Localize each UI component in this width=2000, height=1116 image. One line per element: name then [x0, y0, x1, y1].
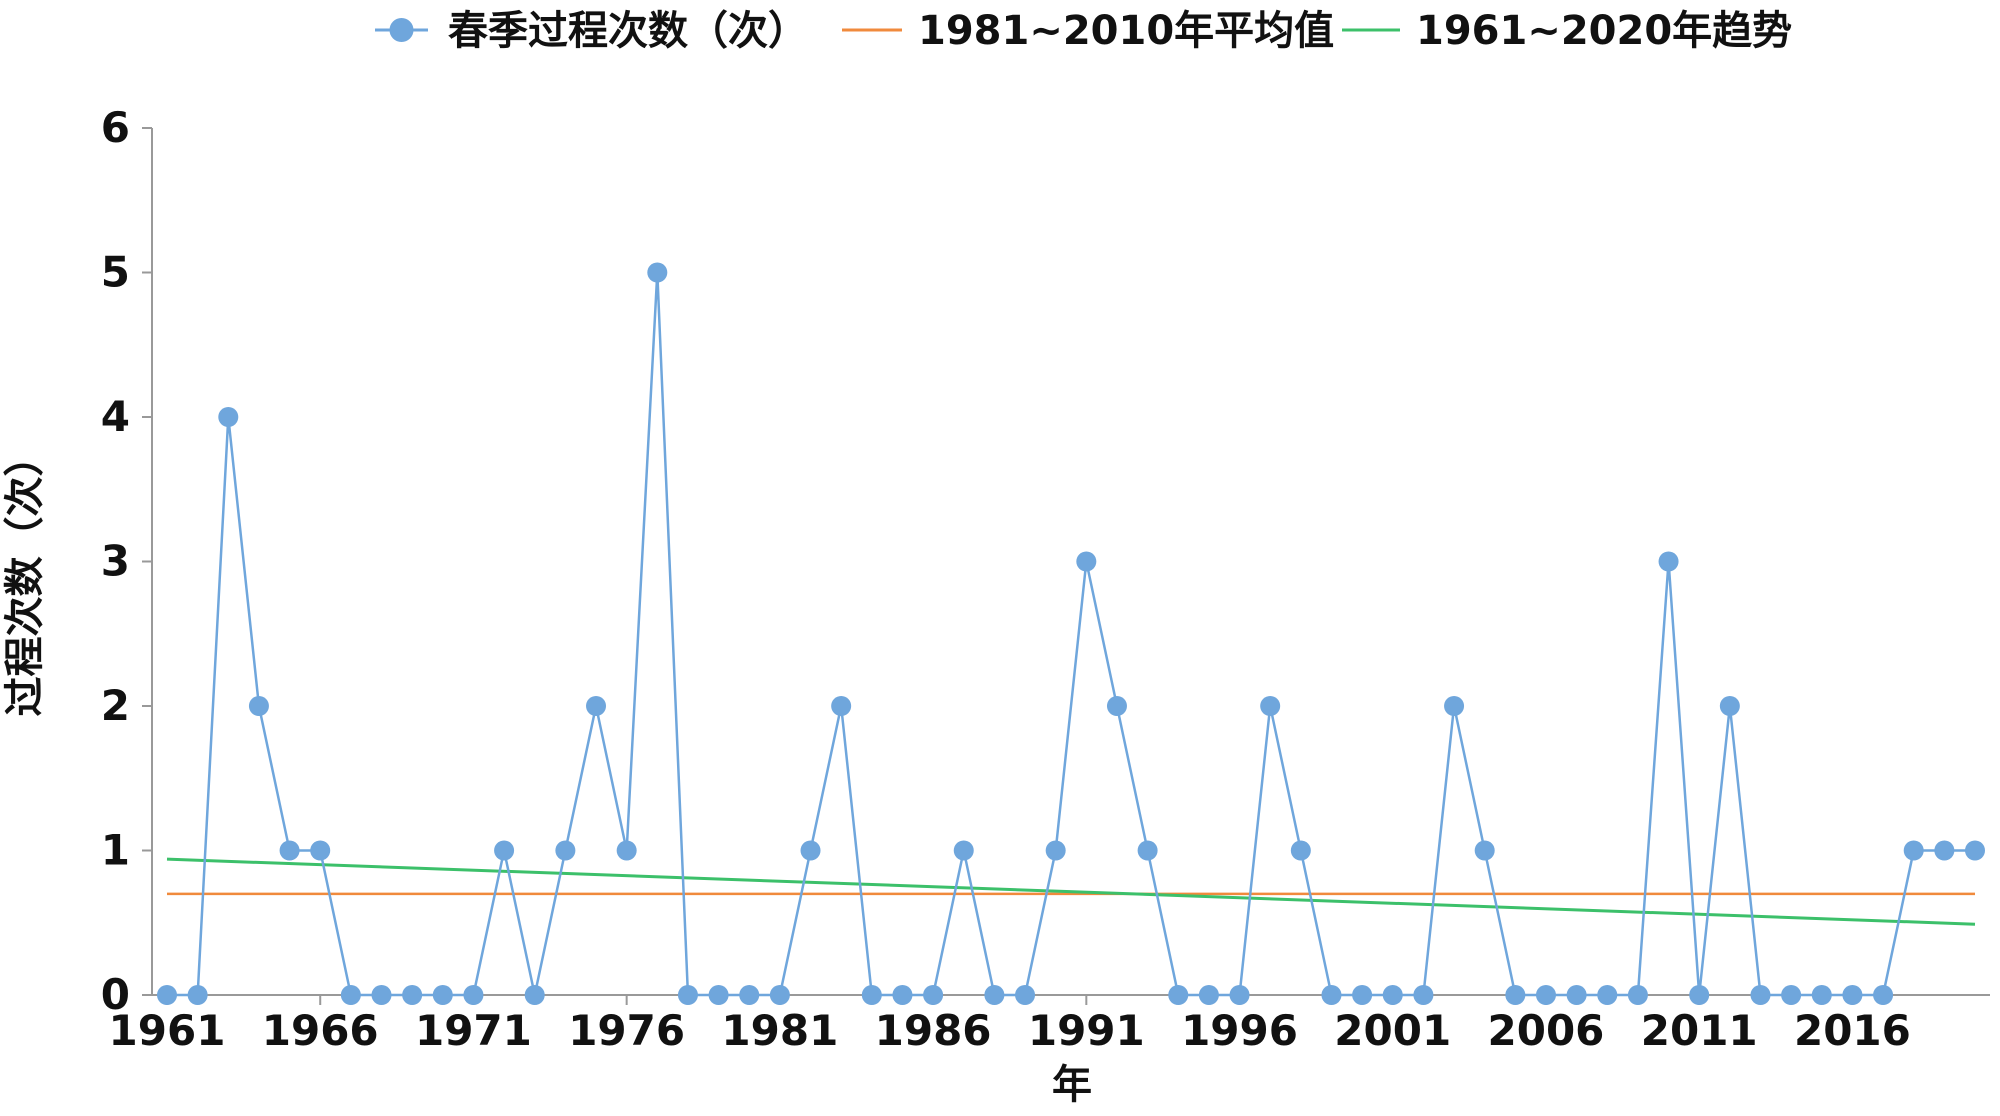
data-point [1505, 985, 1526, 1005]
data-point [984, 985, 1005, 1005]
x-tick-label: 2001 [1334, 1006, 1451, 1055]
data-point [953, 840, 974, 861]
x-tick-label: 1981 [721, 1006, 838, 1055]
data-point [1535, 985, 1556, 1005]
data-point [1045, 840, 1066, 861]
data-point [1811, 985, 1832, 1005]
axes [151, 128, 1990, 996]
data-point [1597, 985, 1618, 1005]
data-point [1627, 985, 1648, 1005]
data-point [157, 985, 177, 1005]
data-point [1719, 696, 1740, 716]
x-tick-label: 2016 [1794, 1006, 1911, 1055]
legend-label: 1961~2020年趋势 [1416, 8, 1792, 54]
data-point [371, 985, 392, 1005]
data-point [1015, 985, 1036, 1005]
data-point [1137, 840, 1158, 861]
x-tick-label: 1961 [109, 1006, 226, 1055]
data-point [555, 840, 576, 861]
data-point [1658, 551, 1679, 572]
data-point [739, 985, 760, 1005]
x-axis-ticks: 1961 1966 1971 1976 1981 1986 1991 1996 2001 2006… [109, 995, 1911, 1055]
data-point [1566, 985, 1587, 1005]
legend-label: 春季过程次数（次） [448, 8, 808, 54]
x-axis-title: 年 [1052, 1062, 1092, 1108]
y-tick-label: 4 [101, 392, 130, 441]
x-tick-label: 1966 [262, 1006, 379, 1055]
data-point [1260, 696, 1281, 716]
data-point [1413, 985, 1434, 1005]
data-point [402, 985, 423, 1005]
data-point [340, 985, 361, 1005]
data-point [800, 840, 821, 861]
x-tick-label: 1976 [568, 1006, 685, 1055]
data-point [1168, 985, 1189, 1005]
x-tick-label: 1971 [415, 1006, 532, 1055]
x-tick-label: 1991 [1028, 1006, 1145, 1055]
y-tick-label: 2 [101, 681, 130, 730]
data-point [187, 985, 208, 1005]
data-point [861, 985, 882, 1005]
y-axis-ticks: 0 1 2 3 4 5 6 [101, 103, 152, 1019]
data-point [524, 985, 545, 1005]
data-point [1321, 985, 1342, 1005]
legend: 春季过程次数（次） 1981~2010年平均值 1961~2020年趋势 [375, 8, 1792, 54]
plot-area [157, 262, 1985, 1005]
x-tick-label: 1996 [1181, 1006, 1298, 1055]
data-point [831, 696, 852, 716]
data-point [1781, 985, 1802, 1005]
data-point [677, 985, 698, 1005]
x-tick-label: 1986 [875, 1006, 992, 1055]
data-point [892, 985, 913, 1005]
series-line [167, 272, 1975, 997]
data-point [1965, 840, 1985, 861]
data-point [1352, 985, 1373, 1005]
data-point [463, 985, 484, 1005]
data-point [1198, 985, 1219, 1005]
y-tick-label: 5 [101, 248, 130, 297]
data-point [1842, 985, 1863, 1005]
y-tick-label: 0 [101, 970, 130, 1019]
legend-marker [389, 18, 414, 42]
data-point [1873, 985, 1894, 1005]
data-point [586, 696, 607, 716]
data-point [218, 407, 239, 427]
data-point [248, 696, 269, 716]
data-point [1444, 696, 1465, 716]
data-point [494, 840, 515, 861]
data-point [1382, 985, 1403, 1005]
data-point [1106, 696, 1127, 716]
x-tick-label: 2011 [1641, 1006, 1758, 1055]
data-point [1229, 985, 1250, 1005]
y-tick-label: 6 [101, 103, 130, 152]
data-point [769, 985, 790, 1005]
data-point [647, 262, 668, 283]
y-tick-label: 3 [101, 537, 130, 586]
data-point [1750, 985, 1771, 1005]
data-point [279, 840, 300, 861]
data-point [1934, 840, 1955, 861]
legend-label: 1981~2010年平均值 [918, 8, 1334, 54]
data-point [1903, 840, 1924, 861]
y-axis-title: 过程次数（次） [2, 437, 48, 717]
data-point [923, 985, 944, 1005]
data-point [310, 840, 331, 861]
data-point [432, 985, 453, 1005]
data-point [1689, 985, 1710, 1005]
data-point [1290, 840, 1311, 861]
data-point [1474, 840, 1495, 861]
y-tick-label: 1 [101, 826, 130, 875]
data-point [616, 840, 637, 861]
trend-line [166, 857, 1976, 926]
data-point [708, 985, 729, 1005]
data-point [1076, 551, 1097, 572]
x-tick-label: 2006 [1488, 1006, 1605, 1055]
